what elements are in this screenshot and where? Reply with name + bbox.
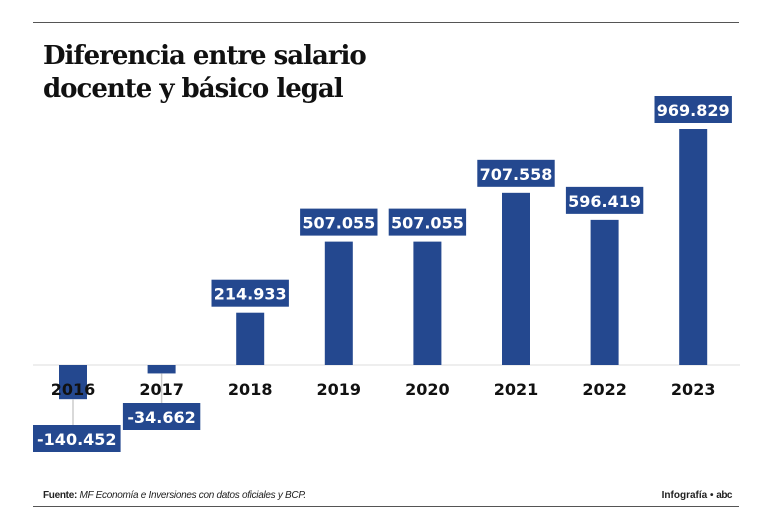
source-label: Fuente: — [43, 490, 78, 501]
credit: Infografía • abc — [661, 490, 733, 501]
year-label-2016: 2016 — [51, 380, 96, 399]
value-label-box-2020 — [388, 208, 467, 236]
bar-2019 — [324, 241, 353, 365]
credit-text: Infografía • — [661, 490, 714, 501]
value-label-2022: 596.419 — [568, 192, 641, 211]
year-label-2022: 2022 — [582, 380, 627, 399]
value-label-box-2021 — [477, 159, 555, 187]
bar-2016 — [59, 365, 87, 400]
value-label-box-2023 — [654, 96, 732, 123]
bar-2023 — [679, 129, 708, 365]
bar-2018 — [236, 312, 265, 365]
value-label-box-2017 — [122, 403, 201, 430]
value-label-2017: -34.662 — [127, 408, 195, 427]
value-label-2018: 214.933 — [214, 285, 287, 304]
value-label-2020: 507.055 — [391, 214, 464, 233]
bottom-rule — [33, 506, 739, 507]
value-label-box-2022 — [565, 186, 644, 214]
bar-2017 — [147, 365, 176, 374]
source-note: Fuente: MF Economía e Inversiones con da… — [43, 490, 306, 501]
abc-logo: abc — [716, 490, 732, 501]
value-label-2019: 507.055 — [302, 214, 375, 233]
source-text: MF Economía e Inversiones con datos ofic… — [79, 490, 307, 501]
value-label-2023: 969.829 — [657, 101, 730, 120]
year-label-2023: 2023 — [671, 380, 716, 399]
bar-2020 — [413, 241, 442, 365]
value-label-box-2018 — [211, 279, 289, 307]
value-label-2021: 707.558 — [480, 165, 553, 184]
top-rule — [33, 22, 739, 23]
bar-2022 — [590, 219, 619, 365]
value-label-2016: -140.452 — [37, 430, 117, 449]
value-label-box-2016 — [33, 425, 121, 452]
year-label-2020: 2020 — [405, 380, 450, 399]
year-label-2021: 2021 — [494, 380, 539, 399]
bar-2021 — [502, 192, 530, 365]
chart-title: Diferencia entre salario docente y básic… — [43, 41, 367, 104]
year-label-2018: 2018 — [228, 380, 273, 399]
year-label-2019: 2019 — [317, 380, 362, 399]
value-label-box-2019 — [300, 208, 378, 236]
